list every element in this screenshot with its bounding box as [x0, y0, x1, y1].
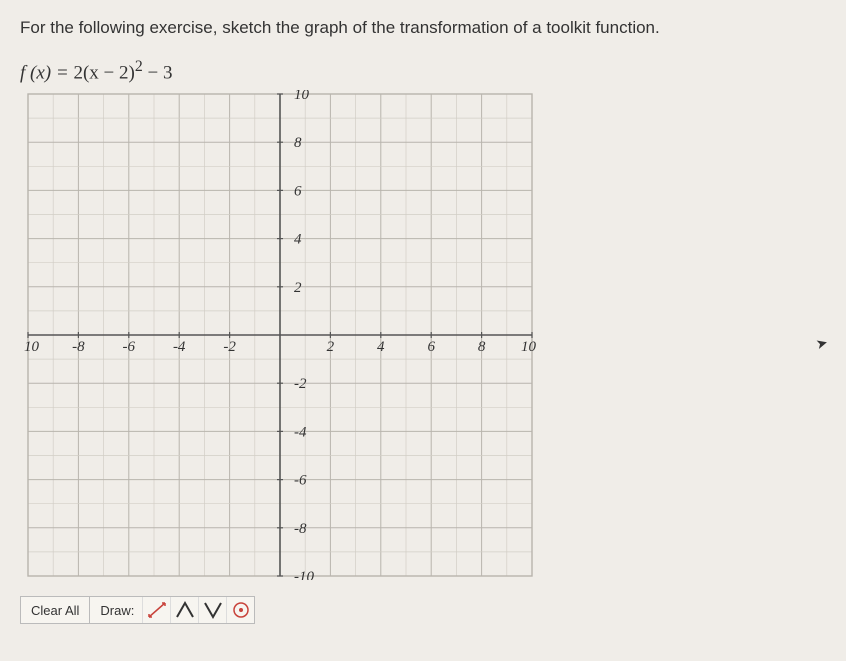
point-icon [230, 600, 252, 620]
formula-exp: 2 [135, 58, 143, 75]
draw-toolbar: Clear All Draw: [20, 596, 255, 624]
svg-text:-8: -8 [294, 521, 307, 537]
svg-text:6: 6 [294, 184, 302, 200]
inverted-v-icon [174, 600, 196, 620]
svg-text:10: 10 [24, 339, 40, 355]
point-tool-button[interactable] [226, 597, 254, 623]
formula-expr: 2(x − 2) [73, 62, 134, 83]
draw-label: Draw: [90, 603, 142, 618]
line-icon [146, 600, 168, 620]
svg-text:10: 10 [521, 339, 537, 355]
svg-text:10: 10 [294, 90, 310, 103]
svg-text:-4: -4 [173, 339, 186, 355]
svg-text:-4: -4 [294, 425, 307, 441]
v-tool-button[interactable] [198, 597, 226, 623]
svg-text:-10: -10 [294, 569, 314, 580]
svg-text:-6: -6 [294, 473, 307, 489]
svg-text:6: 6 [427, 339, 435, 355]
formula-suffix: − 3 [143, 62, 173, 83]
svg-text:-2: -2 [294, 377, 307, 393]
svg-text:8: 8 [478, 339, 486, 355]
graph-area[interactable]: 10 -8 -6 -4 -2 2 4 6 8 10 10 8 6 4 2 -2 -4 -6 -8 -10 [20, 90, 540, 600]
svg-text:-6: -6 [123, 339, 136, 355]
v-icon [202, 600, 224, 620]
svg-text:4: 4 [377, 339, 385, 355]
line-tool-button[interactable] [142, 597, 170, 623]
cursor-icon: ➤ [814, 334, 830, 353]
svg-text:-2: -2 [223, 339, 236, 355]
coordinate-grid[interactable]: 10 -8 -6 -4 -2 2 4 6 8 10 10 8 6 4 2 -2 -4 -6 -8 -10 [20, 90, 540, 580]
exercise-prompt: For the following exercise, sketch the g… [20, 18, 826, 38]
inverted-v-tool-button[interactable] [170, 597, 198, 623]
svg-text:2: 2 [327, 339, 335, 355]
function-formula: f (x) = 2(x − 2)2 − 3 [20, 58, 826, 84]
svg-text:2: 2 [294, 280, 302, 296]
svg-text:-8: -8 [72, 339, 85, 355]
formula-prefix: f (x) = [20, 62, 73, 83]
clear-all-button[interactable]: Clear All [21, 597, 90, 623]
svg-text:8: 8 [294, 136, 302, 152]
svg-text:4: 4 [294, 232, 302, 248]
